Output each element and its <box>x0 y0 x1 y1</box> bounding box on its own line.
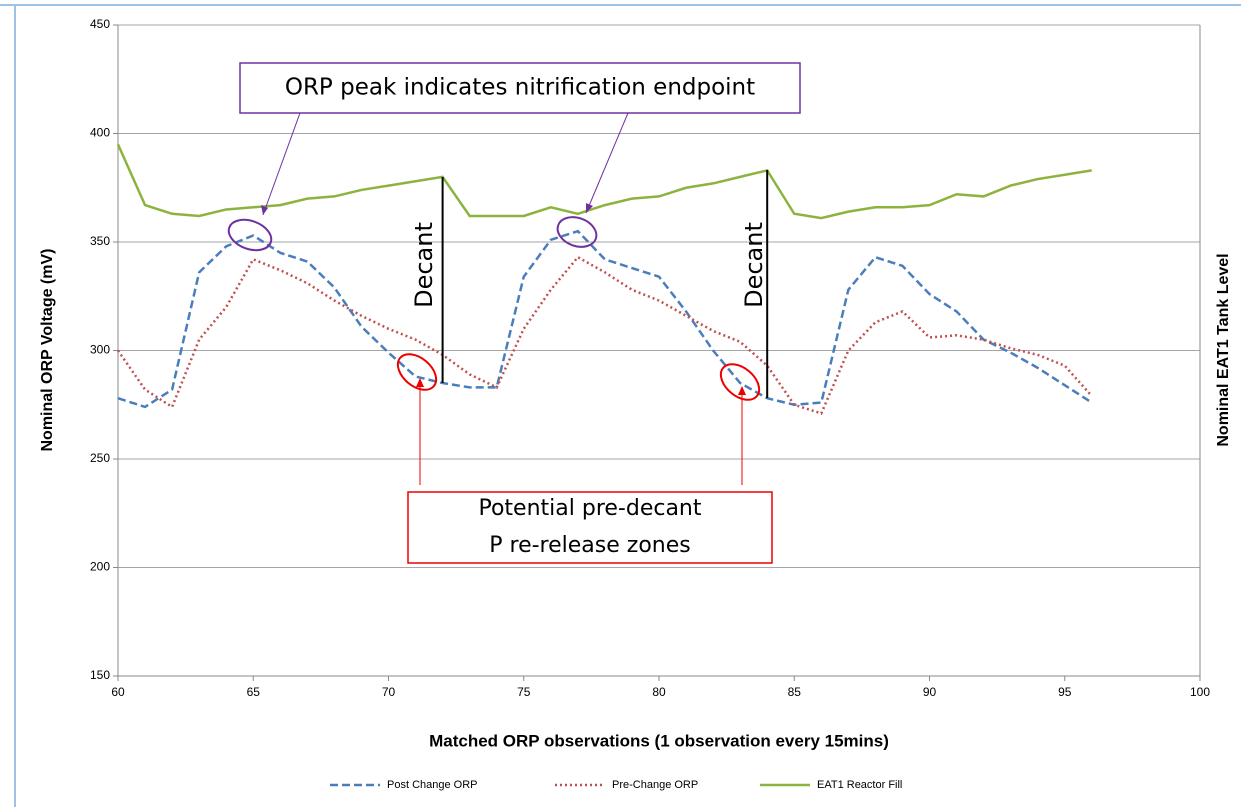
y-tick-label: 200 <box>90 560 110 574</box>
arrow <box>262 112 301 216</box>
legend-label: EAT1 Reactor Fill <box>817 779 902 791</box>
peak-ellipse <box>556 216 598 248</box>
x-axis-title: Matched ORP observations (1 observation … <box>429 731 889 750</box>
y-tick-label: 300 <box>90 343 110 357</box>
legend: Post Change ORP Pre-Change ORP EAT1 Reacto… <box>330 779 902 791</box>
peak-ellipse <box>227 218 273 252</box>
x-tick-label: 60 <box>111 685 125 699</box>
annotation-text: Potential pre-decant <box>478 496 701 521</box>
y-tick-label: 400 <box>90 126 110 140</box>
annotation-box <box>407 491 773 564</box>
y2-axis-title: Nominal EAT1 Tank Level <box>1215 253 1232 446</box>
series-line <box>117 229 1093 409</box>
x-tick-label: 100 <box>1190 685 1210 699</box>
annotation-text: P re-release zones <box>489 533 690 558</box>
x-tick-label: 65 <box>247 685 261 699</box>
y-tick-label: 250 <box>90 451 110 465</box>
legend-label: Pre-Change ORP <box>612 779 698 791</box>
zone-ellipse <box>396 353 438 391</box>
arrow <box>585 112 629 214</box>
x-tick-label: 80 <box>652 685 666 699</box>
x-tick-label: 90 <box>923 685 937 699</box>
zone-ellipse <box>719 363 761 401</box>
plot-area: 150 200 250 300 350 400 450 60 65 70 75 80 85 90 95 100 <box>90 17 1210 699</box>
x-tick-label: 95 <box>1058 685 1072 699</box>
y-tick-label: 350 <box>90 234 110 248</box>
annotation-box <box>239 62 801 114</box>
y-axis-title: Nominal ORP Voltage (mV) <box>39 249 56 452</box>
arrow-head <box>416 378 424 387</box>
arrow-head <box>261 205 268 215</box>
decant-label: Decant <box>740 222 768 308</box>
decant-label: Decant <box>410 222 438 308</box>
legend-label: Post Change ORP <box>387 779 478 791</box>
x-tick-label: 70 <box>382 685 396 699</box>
annotation-text: ORP peak indicates nitrification endpoin… <box>285 75 755 101</box>
series-line <box>116 143 1092 220</box>
x-tick-label: 85 <box>788 685 802 699</box>
y-tick-label: 150 <box>90 668 110 682</box>
x-tick-label: 75 <box>517 685 531 699</box>
arrow-head <box>586 203 593 213</box>
y-tick-label: 450 <box>90 17 110 31</box>
arrow-head <box>738 386 746 395</box>
series-line <box>116 255 1093 415</box>
